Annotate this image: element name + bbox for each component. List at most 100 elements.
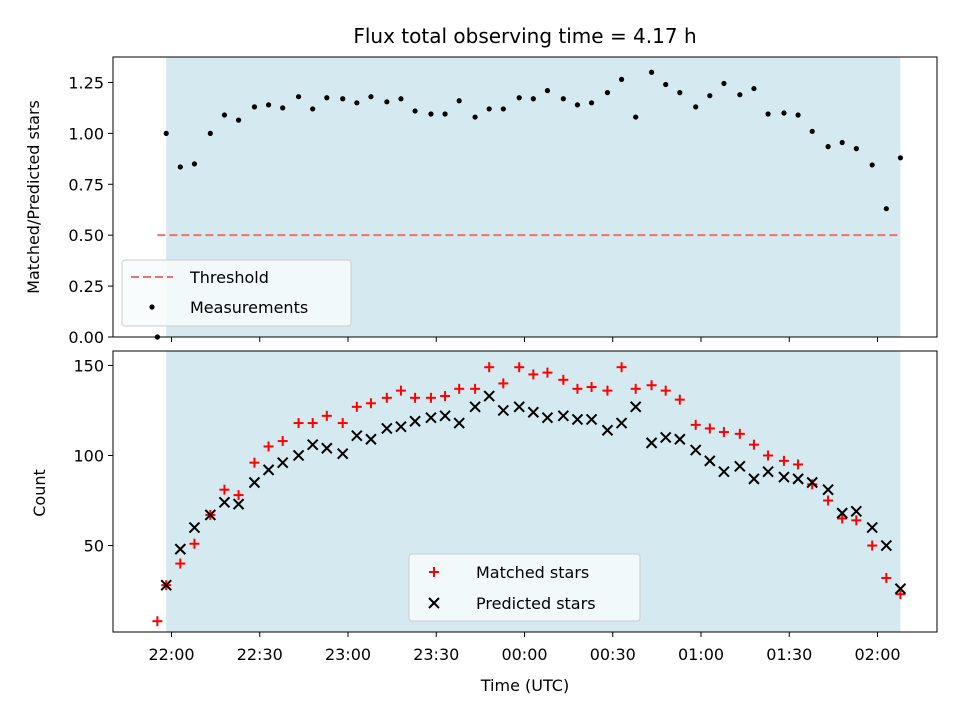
matched-stars-point — [425, 392, 436, 403]
chart-title: Flux total observing time = 4.17 h — [353, 24, 696, 48]
matched-stars-point — [851, 515, 862, 526]
y-tick-label: 50 — [84, 537, 104, 556]
measurement-point — [869, 162, 875, 168]
top-legend: Threshold Measurements — [121, 259, 352, 327]
y-tick-label: 0.50 — [68, 226, 104, 245]
measurement-point — [707, 93, 713, 99]
matched-stars-point — [823, 495, 834, 506]
matched-stars-point — [484, 362, 495, 373]
measurement-point — [412, 108, 418, 114]
matched-stars-point — [881, 572, 892, 583]
matched-stars-point — [867, 540, 878, 551]
bottom-y-axis: 50 100 150 — [73, 356, 113, 556]
matched-stars-point — [646, 380, 657, 391]
matched-stars-point — [586, 382, 597, 393]
measurement-point — [765, 111, 771, 117]
measurement-point — [177, 164, 183, 170]
predicted-stars-point — [276, 456, 289, 469]
measurement-point — [428, 111, 434, 117]
matched-stars-point — [152, 616, 163, 627]
measurement-point — [354, 100, 360, 106]
matched-stars-point — [410, 392, 421, 403]
matched-stars-point — [704, 423, 715, 434]
matched-stars-point — [395, 385, 406, 396]
measurement-point — [574, 102, 581, 108]
measurement-point — [163, 130, 169, 136]
predicted-stars-point — [778, 471, 790, 483]
matched-stars-point — [528, 369, 539, 380]
predicted-stars-point — [792, 473, 804, 485]
measurement-point — [221, 112, 228, 118]
x-axis: 22:00 22:30 23:00 23:30 00:00 00:30 01:00 01:30… — [148, 632, 901, 664]
x-tick-label: 02:00 — [854, 645, 900, 664]
top-y-axis-label: Matched/Predicted stars — [24, 100, 43, 294]
matched-stars-point — [365, 398, 376, 409]
predicted-stars-point — [174, 543, 187, 555]
measurement-point — [795, 112, 801, 118]
measurement-point — [560, 96, 566, 102]
y-tick-label: 150 — [73, 356, 104, 375]
predicted-stars-point — [850, 505, 863, 518]
matched-stars-point — [307, 418, 318, 429]
measurement-point — [825, 144, 831, 150]
predicted-stars-point — [748, 473, 760, 485]
measurement-point — [618, 76, 625, 82]
predicted-stars-point — [351, 429, 363, 442]
matched-stars-point — [895, 589, 906, 600]
predicted-stars-point — [527, 406, 540, 418]
legend-measurements-swatch — [149, 304, 155, 310]
predicted-stars-point — [645, 437, 658, 449]
matched-stars-point — [470, 383, 481, 394]
predicted-stars-point — [585, 413, 598, 426]
predicted-stars-point — [822, 483, 834, 496]
measurement-point — [663, 81, 669, 88]
predicted-stars-point — [689, 444, 702, 456]
measurement-point — [883, 206, 889, 212]
measurement-point — [897, 155, 904, 161]
y-tick-label: 0.25 — [68, 277, 104, 296]
legend-predicted-label: Predicted stars — [476, 594, 596, 613]
predicted-stars-point — [483, 390, 495, 402]
top-panel: 0.00 0.25 0.50 0.75 1.00 1.25 Flux total obse… — [24, 24, 938, 347]
matched-stars-point — [263, 441, 274, 452]
matched-stars-point — [778, 455, 789, 466]
predicted-stars-point — [541, 411, 554, 424]
matched-stars-point — [558, 374, 569, 385]
measurement-point — [368, 94, 374, 100]
matched-stars-point — [498, 378, 509, 389]
predicted-stars-point — [894, 583, 907, 595]
x-tick-label: 23:30 — [413, 645, 459, 664]
bottom-panel: 50 100 150 22:00 22:30 23:00 23:30 00:00 00:30 0… — [30, 350, 938, 695]
bottom-legend: Matched stars Predicted stars — [408, 553, 641, 622]
measurement-point — [693, 104, 699, 110]
predicted-stars-point — [160, 579, 172, 591]
matched-stars-point — [837, 513, 848, 524]
legend-measurements-label: Measurements — [190, 298, 308, 317]
legend-matched-swatch — [429, 567, 439, 577]
bottom-y-axis-label: Count — [30, 469, 49, 517]
measurement-point — [251, 104, 258, 110]
predicted-stars-point — [248, 476, 261, 489]
predicted-stars-point — [513, 401, 525, 413]
predicted-stars-point — [453, 417, 465, 429]
measurement-point — [207, 130, 213, 136]
measurement-point — [588, 100, 595, 106]
y-tick-label: 0.00 — [68, 328, 104, 347]
predicted-stars-point — [806, 476, 818, 489]
predicted-stars-point — [571, 413, 584, 426]
y-tick-label: 0.75 — [68, 175, 104, 194]
matched-stars-point — [674, 394, 685, 405]
measurement-point — [809, 128, 815, 134]
predicted-stars-point — [469, 401, 481, 413]
measurement-point — [839, 139, 845, 146]
predicted-stars-point — [601, 424, 614, 436]
predicted-stars-point — [188, 521, 201, 534]
bottom-legend-box — [408, 553, 641, 622]
measurement-point — [677, 90, 683, 96]
measurement-point — [442, 111, 448, 117]
measurement-point — [781, 110, 787, 116]
predicted-stars-point — [336, 447, 349, 460]
predicted-stars-point — [718, 465, 730, 478]
matched-stars-point — [249, 457, 260, 468]
top-legend-box — [121, 259, 352, 327]
